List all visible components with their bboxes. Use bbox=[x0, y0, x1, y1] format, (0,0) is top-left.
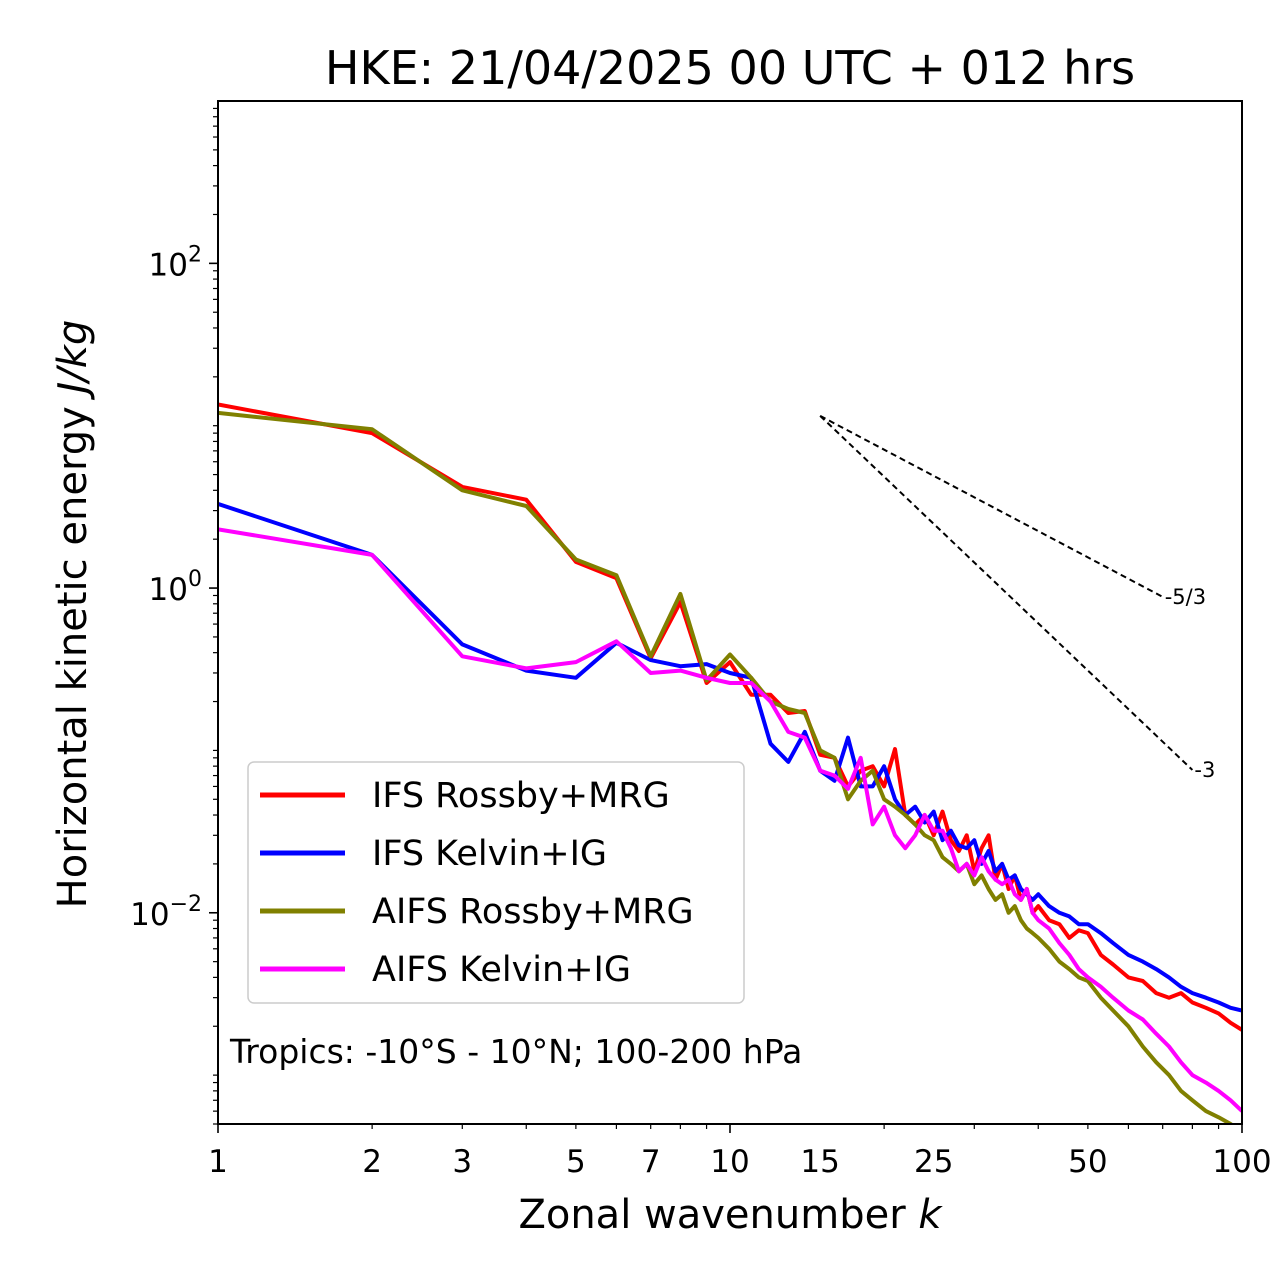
x-axis-title: Zonal wavenumber k bbox=[518, 1192, 943, 1238]
slope-line-1 bbox=[819, 414, 1164, 598]
y-tick-label: 102 bbox=[149, 242, 202, 283]
x-axis-title-text: Zonal wavenumber bbox=[518, 1192, 906, 1238]
chart-title: HKE: 21/04/2025 00 UTC + 012 hrs bbox=[325, 41, 1135, 95]
x-tick-label: 2 bbox=[362, 1144, 382, 1180]
region-annotation: Tropics: -10°S - 10°N; 100-200 hPa bbox=[229, 1032, 802, 1071]
x-tick-label: 15 bbox=[800, 1144, 839, 1180]
y-tick-label: 10−2 bbox=[130, 892, 202, 933]
reference-slopes: -5/3 -3 bbox=[819, 414, 1215, 782]
x-tick-label: 50 bbox=[1068, 1144, 1107, 1180]
y-tick-label: 100 bbox=[149, 567, 202, 608]
y-axis-title-text: Horizontal kinetic energy bbox=[50, 406, 96, 908]
y-axis-units: J/kg bbox=[50, 320, 96, 401]
x-tick-label: 1 bbox=[208, 1144, 228, 1180]
x-tick-label: 25 bbox=[914, 1144, 953, 1180]
legend-label-1: IFS Rossby+MRG bbox=[372, 776, 670, 816]
legend-label-4: AIFS Kelvin+IG bbox=[372, 950, 631, 990]
slope-label-2: -3 bbox=[1194, 758, 1215, 782]
legend-box bbox=[247, 761, 745, 1004]
x-axis-variable: k bbox=[918, 1192, 943, 1238]
y-axis: 10−2 100 102 bbox=[130, 107, 218, 1125]
legend-label-3: AIFS Rossby+MRG bbox=[372, 892, 694, 932]
legend-label-2: IFS Kelvin+IG bbox=[372, 834, 607, 874]
x-tick-label: 100 bbox=[1212, 1144, 1271, 1180]
y-axis-title: Horizontal kinetic energy J/kg bbox=[50, 320, 96, 909]
x-tick-label: 10 bbox=[710, 1144, 749, 1180]
series-line-4 bbox=[218, 527, 1242, 1113]
x-tick-label: 7 bbox=[641, 1144, 661, 1180]
slope-line-2 bbox=[819, 415, 1194, 771]
x-tick-label: 3 bbox=[452, 1144, 472, 1180]
x-tick-label: 5 bbox=[566, 1144, 586, 1180]
slope-label-1: -5/3 bbox=[1165, 585, 1206, 609]
series-line-2 bbox=[218, 502, 1242, 1013]
series-layer bbox=[218, 402, 1242, 1124]
x-axis: 1 2 3 5 7 10 15 25 50 100 bbox=[208, 1124, 1272, 1180]
legend: IFS Rossby+MRG IFS Kelvin+IG AIFS Rossby+M… bbox=[247, 761, 745, 1004]
